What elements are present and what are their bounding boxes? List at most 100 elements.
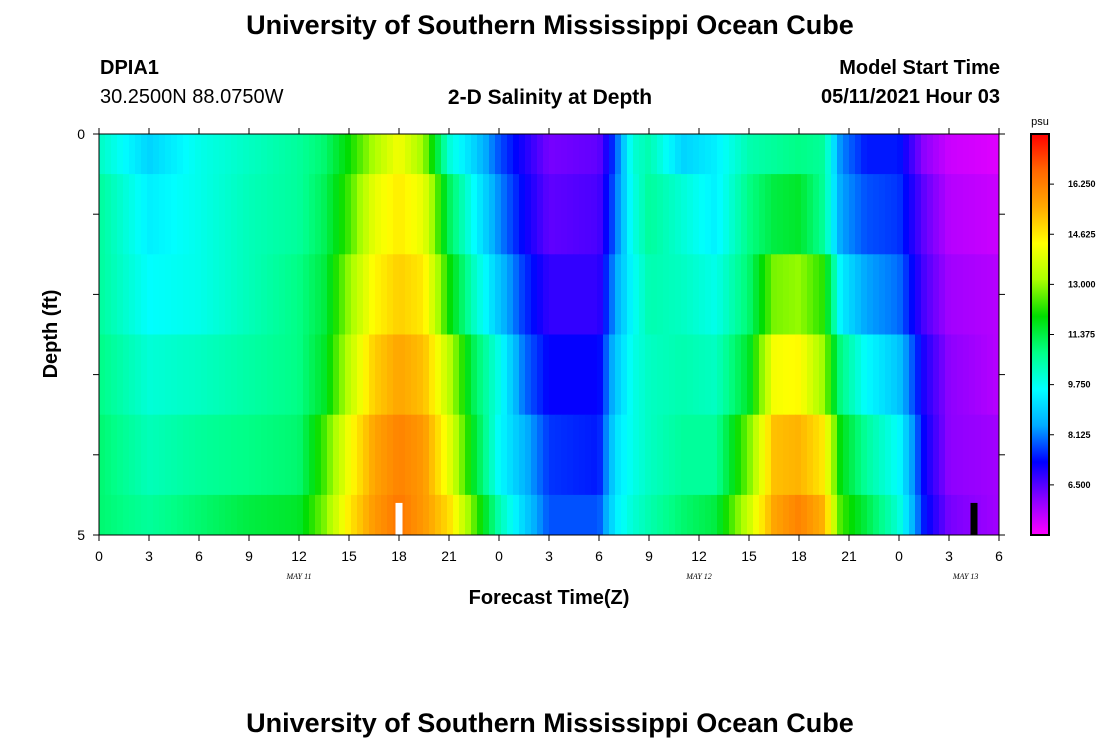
- heatmap-cell: [183, 414, 190, 496]
- heatmap-cell: [855, 334, 862, 416]
- heatmap-cell: [543, 254, 550, 335]
- heatmap-cell: [939, 414, 946, 496]
- heatmap-cell: [873, 254, 880, 335]
- heatmap-cell: [813, 494, 820, 536]
- heatmap-cell: [525, 334, 532, 416]
- heatmap-cell: [147, 254, 154, 335]
- heatmap-cell: [477, 414, 484, 496]
- heatmap-cell: [171, 254, 178, 335]
- heatmap-cell: [765, 254, 772, 335]
- heatmap-cell: [285, 494, 292, 536]
- heatmap-cell: [777, 174, 784, 255]
- heatmap-cell: [327, 414, 334, 496]
- heatmap-cell: [909, 414, 916, 496]
- heatmap-cell: [327, 254, 334, 335]
- heatmap-cell: [537, 134, 544, 175]
- heatmap-cell: [207, 334, 214, 416]
- heatmap-cell: [237, 414, 244, 496]
- heatmap-cell: [189, 174, 196, 255]
- heatmap-cell: [333, 494, 340, 536]
- colorbar-tick-label: 6.500: [1068, 480, 1091, 490]
- heatmap-cell: [183, 134, 190, 175]
- heatmap-cell: [555, 334, 562, 416]
- heatmap-cell: [207, 254, 214, 335]
- heatmap-cell: [189, 494, 196, 536]
- heatmap-cell: [981, 254, 988, 335]
- heatmap-cell: [903, 494, 910, 536]
- heatmap-cell: [489, 254, 496, 335]
- heatmap-cell: [969, 414, 976, 496]
- heatmap-cell: [627, 174, 634, 255]
- heatmap-cell: [873, 494, 880, 536]
- heatmap-cell: [915, 494, 922, 536]
- heatmap-cell: [987, 254, 994, 335]
- heatmap-cell: [993, 254, 1000, 335]
- heatmap-cell: [333, 254, 340, 335]
- heatmap-cell: [891, 494, 898, 536]
- heatmap-cell: [957, 254, 964, 335]
- heatmap-cell: [459, 494, 466, 536]
- heatmap-cell: [165, 254, 172, 335]
- heatmap-cell: [243, 494, 250, 536]
- heatmap-cell: [705, 494, 712, 536]
- x-axis-label: Forecast Time(Z): [469, 587, 630, 609]
- heatmap-cell: [771, 494, 778, 536]
- heatmap-cell: [771, 134, 778, 175]
- heatmap-cell: [801, 334, 808, 416]
- chart-title: 2-D Salinity at Depth: [447, 86, 653, 109]
- heatmap-cell: [855, 494, 862, 536]
- heatmap-cell: [795, 174, 802, 255]
- heatmap-cell: [777, 254, 784, 335]
- heatmap-cell: [123, 174, 130, 255]
- heatmap-cell: [903, 174, 910, 255]
- heatmap-cell: [243, 414, 250, 496]
- heatmap-cell: [663, 254, 670, 335]
- heatmap-cell: [189, 414, 196, 496]
- heatmap-cell: [423, 414, 430, 496]
- heatmap-cell: [723, 334, 730, 416]
- heatmap-cell: [249, 334, 256, 416]
- heatmap-cell: [711, 414, 718, 496]
- heatmap-cell: [645, 134, 652, 175]
- heatmap-cell: [369, 414, 376, 496]
- heatmap-cell: [261, 494, 268, 536]
- heatmap-cell: [861, 414, 868, 496]
- heatmap-cell: [507, 174, 514, 255]
- heatmap-cell: [501, 174, 508, 255]
- heatmap-cell: [135, 334, 142, 416]
- heatmap-cell: [783, 414, 790, 496]
- heatmap-cell: [567, 494, 574, 536]
- heatmap-cell: [351, 414, 358, 496]
- heatmap-cell: [993, 334, 1000, 416]
- y-axis: 05: [77, 126, 1005, 543]
- heatmap-cell: [405, 174, 412, 255]
- heatmap-cell: [357, 334, 364, 416]
- heatmap-cell: [945, 134, 952, 175]
- heatmap-cell: [405, 414, 412, 496]
- heatmap-cell: [387, 254, 394, 335]
- heatmap-cell: [693, 134, 700, 175]
- heatmap-cell: [645, 174, 652, 255]
- heatmap-cell: [381, 334, 388, 416]
- heatmap-cell: [387, 414, 394, 496]
- heatmap-cell: [813, 134, 820, 175]
- heatmap-cell: [633, 174, 640, 255]
- heatmap-cell: [333, 334, 340, 416]
- heatmap-cell: [879, 254, 886, 335]
- colorbar-tick-label: 16.250: [1068, 179, 1096, 189]
- heatmap-cell: [651, 254, 658, 335]
- heatmap-cell: [135, 494, 142, 536]
- heatmap-cell: [975, 134, 982, 175]
- heatmap-cell: [375, 174, 382, 255]
- heatmap-cell: [129, 414, 136, 496]
- heatmap-cell: [213, 174, 220, 255]
- heatmap-cell: [351, 134, 358, 175]
- heatmap-cell: [855, 254, 862, 335]
- heatmap-cell: [615, 134, 622, 175]
- heatmap-cell: [621, 334, 628, 416]
- heatmap-cell: [309, 334, 316, 416]
- x-axis: 0 3 6 9 12 15 18 21 0 3 6 9 12 15 18 21 0 3 6 MAY 11 MAY 12 M…: [95, 128, 1003, 581]
- heatmap-cell: [765, 174, 772, 255]
- heatmap-cell: [963, 414, 970, 496]
- heatmap-cell: [789, 134, 796, 175]
